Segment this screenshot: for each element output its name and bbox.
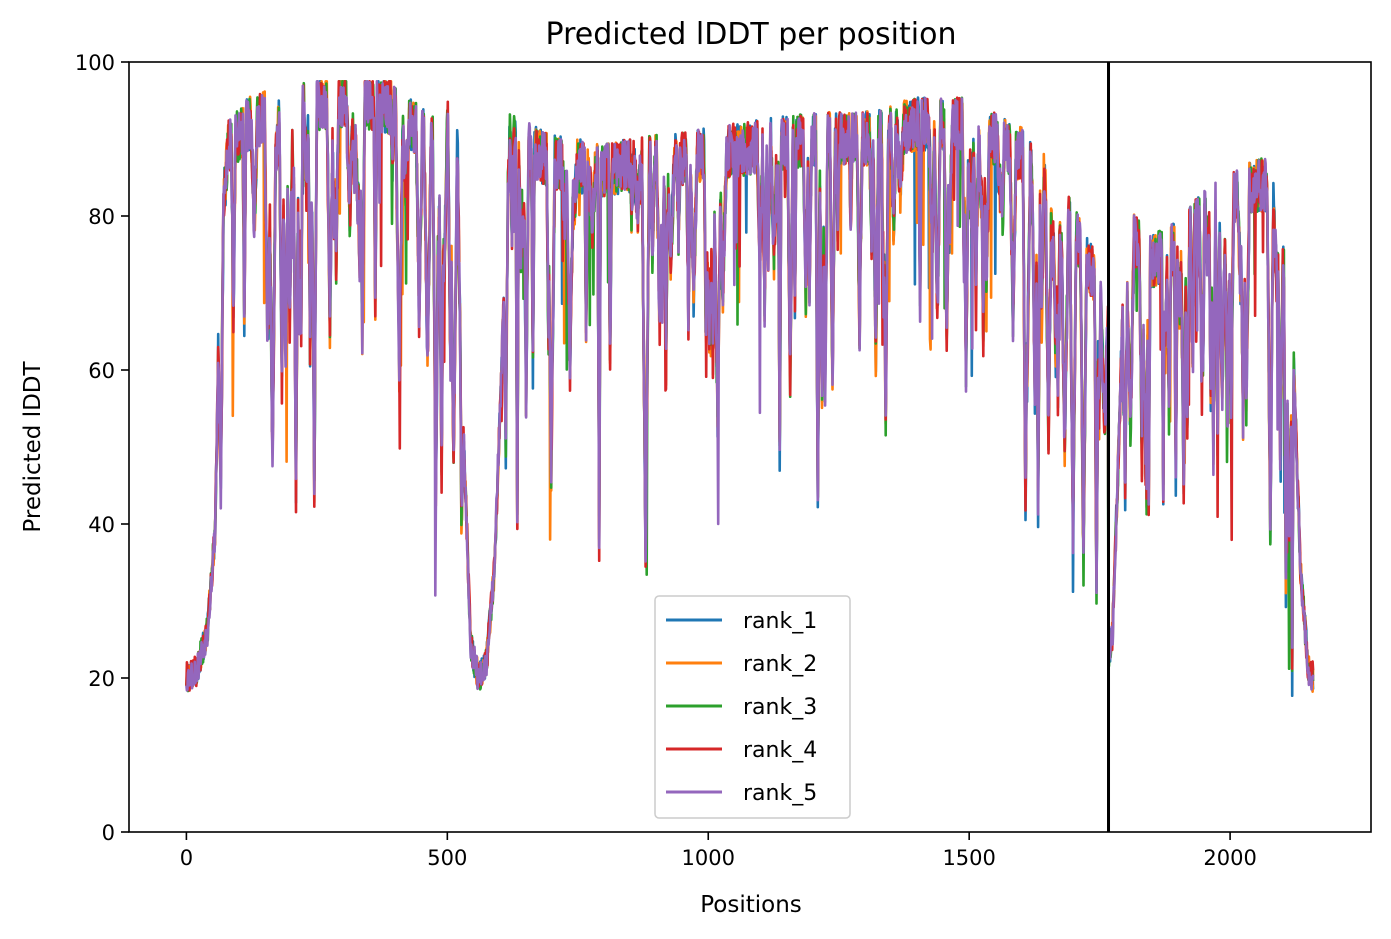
y-tick-label: 40 — [88, 513, 115, 537]
y-tick-label: 20 — [88, 667, 115, 691]
plot-frame — [128, 61, 1372, 833]
legend-label-rank_3: rank_3 — [743, 695, 817, 720]
legend: rank_1 rank_2 rank_3 rank_4 rank_5 — [654, 595, 851, 819]
series-line-rank_5 — [185, 80, 1315, 692]
legend-box — [654, 595, 851, 819]
y-axis-label: Predicted lDDT — [20, 360, 46, 532]
x-tick-label: 500 — [427, 846, 467, 870]
x-tick-label: 1000 — [682, 846, 735, 870]
x-axis-label: Positions — [700, 892, 802, 918]
legend-label-rank_1: rank_1 — [743, 609, 817, 634]
legend-label-rank_2: rank_2 — [743, 652, 817, 677]
x-tick-label: 2000 — [1203, 846, 1256, 870]
legend-label-rank_5: rank_5 — [743, 781, 817, 806]
y-tick-label: 60 — [88, 359, 115, 383]
y-axis: 0 20 40 60 80 100 — [75, 51, 129, 845]
x-tick-label: 1500 — [942, 846, 995, 870]
legend-label-rank_4: rank_4 — [743, 738, 817, 763]
y-tick-label: 100 — [75, 51, 115, 75]
y-tick-label: 0 — [102, 821, 115, 845]
chart-title: Predicted lDDT per position — [546, 17, 957, 52]
x-axis: 0 500 1000 1500 2000 — [180, 832, 1257, 870]
y-tick-label: 80 — [88, 205, 115, 229]
series-layer — [185, 80, 1315, 698]
x-tick-label: 0 — [180, 846, 193, 870]
